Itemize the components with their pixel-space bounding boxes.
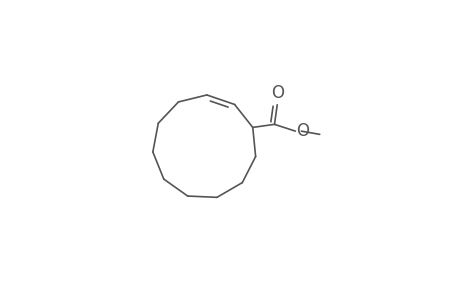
Text: O: O [296,122,309,140]
Text: O: O [270,84,283,102]
